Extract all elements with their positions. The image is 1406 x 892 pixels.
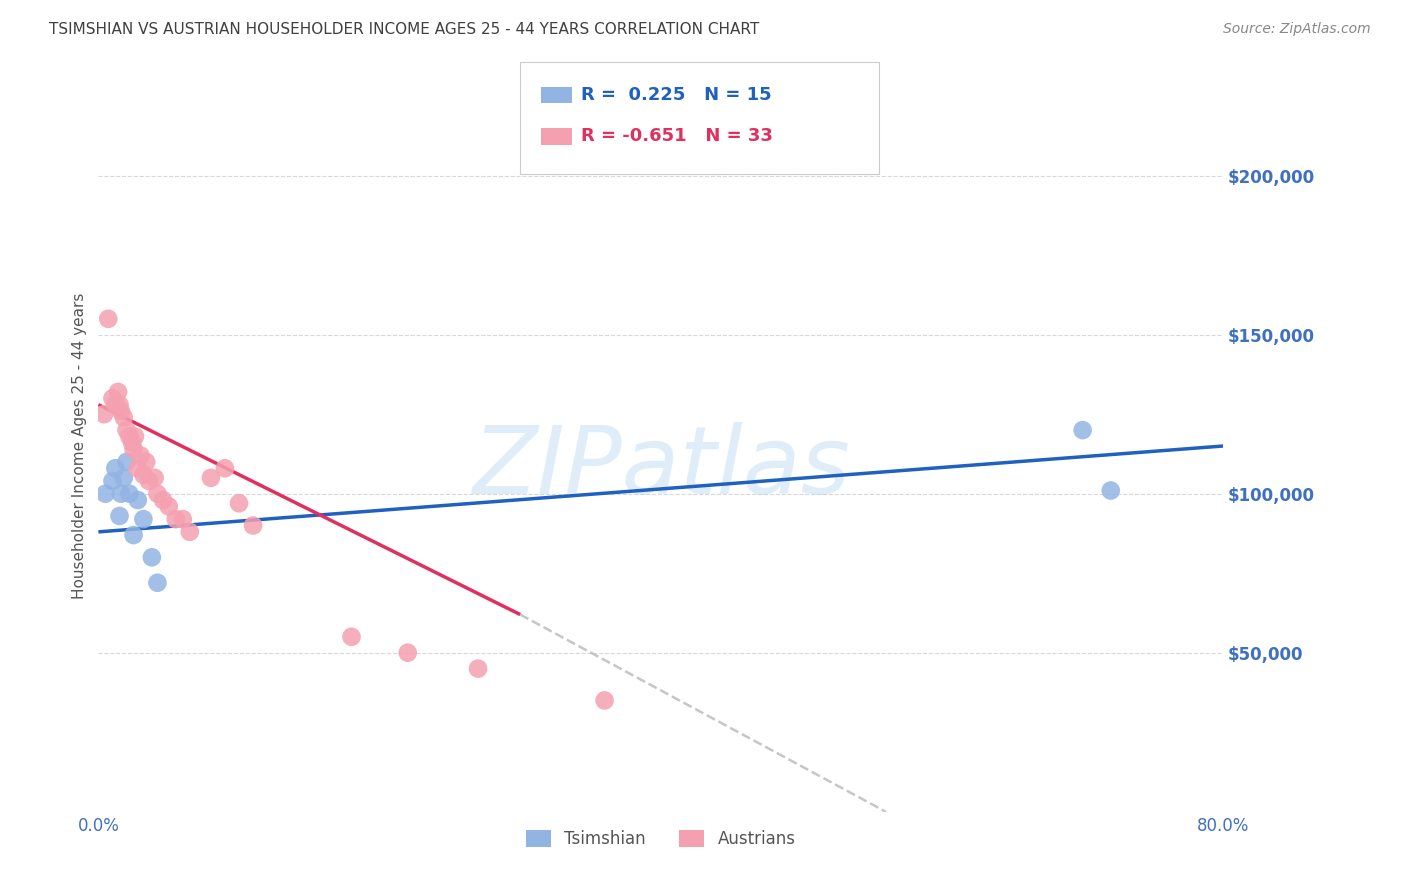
Point [143,471,166,485]
Text: TSIMSHIAN VS AUSTRIAN HOUSEHOLDER INCOME AGES 25 - 44 YEARS CORRELATION CHART: TSIMSHIAN VS AUSTRIAN HOUSEHOLDER INCOME… [49,22,759,37]
Point [127,461,149,475]
Point [141,550,163,565]
Text: ZIPatlas: ZIPatlas [472,423,849,514]
Point [104,461,127,475]
Point [104,398,127,412]
Point [214,461,236,475]
Point [94,486,117,500]
Point [110,486,132,500]
Point [200,471,222,485]
Point [122,528,145,542]
Point [228,496,250,510]
Point [132,467,155,482]
Point [101,392,124,406]
Point [115,423,138,437]
Point [157,500,180,514]
Point [108,508,131,523]
Point [97,311,120,326]
Point [135,455,157,469]
Point [112,471,135,485]
Text: R =  0.225   N = 15: R = 0.225 N = 15 [581,86,772,103]
Point [122,442,145,457]
Point [146,575,169,590]
Point [1071,423,1094,437]
Text: Source: ZipAtlas.com: Source: ZipAtlas.com [1223,22,1371,37]
Point [179,524,201,539]
Point [165,512,187,526]
Legend: Tsimshian, Austrians: Tsimshian, Austrians [519,823,803,855]
Point [132,512,155,526]
Point [124,429,146,443]
Point [340,630,363,644]
Text: R = -0.651   N = 33: R = -0.651 N = 33 [581,128,772,145]
Point [1099,483,1122,498]
Point [172,512,194,526]
Point [593,693,616,707]
Point [118,429,141,443]
Point [110,404,132,418]
Point [93,407,115,421]
Point [138,474,160,488]
Point [127,493,149,508]
Point [101,474,124,488]
Point [121,435,143,450]
Point [118,486,141,500]
Point [152,493,174,508]
Y-axis label: Householder Income Ages 25 - 44 years: Householder Income Ages 25 - 44 years [72,293,87,599]
Point [129,449,152,463]
Point [467,662,489,676]
Point [146,486,169,500]
Point [115,455,138,469]
Point [242,518,264,533]
Point [108,398,131,412]
Point [107,384,129,399]
Point [396,646,419,660]
Point [112,410,135,425]
